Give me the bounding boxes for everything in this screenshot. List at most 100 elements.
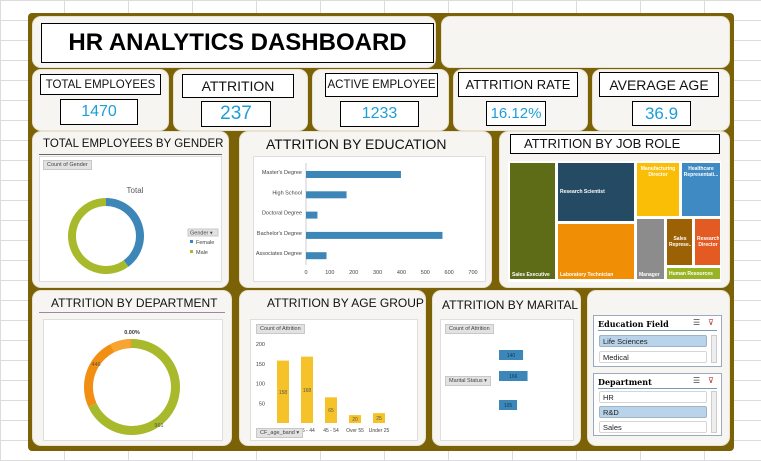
education-bar	[306, 211, 318, 219]
x-tick-label: 45 - 54	[323, 428, 339, 434]
treemap-cell-label: Research Director	[697, 236, 719, 248]
kpi-label: ACTIVE EMPLOYEE	[325, 73, 438, 97]
x-tick-label: 700	[468, 270, 477, 276]
treemap-cell: Sales Executive	[509, 162, 556, 280]
treemap-cell-label: Laboratory Technician	[560, 272, 614, 278]
x-tick-label: Over 55	[346, 428, 364, 434]
treemap-cell: Sales Represe...	[666, 218, 693, 266]
kpi-attrition: ATTRITION 237	[174, 70, 307, 130]
age-bar	[301, 356, 313, 423]
age-bar	[325, 397, 337, 423]
treemap-cell-label: Sales Represe...	[669, 236, 691, 248]
treemap-cell: Laboratory Technician	[557, 223, 635, 280]
age-filter-button[interactable]: CF_age_band ▾	[256, 428, 304, 438]
slicer-item-life-sciences[interactable]: Life Sciences	[599, 335, 707, 347]
chart-field-tag: Count of Attrition	[256, 324, 305, 334]
x-tick-label: 600	[445, 270, 454, 276]
data-label: 65	[328, 408, 334, 414]
kpi-label: TOTAL EMPLOYEES	[40, 74, 161, 95]
data-label: 158	[279, 390, 288, 396]
kpi-value: 16.12%	[486, 101, 546, 126]
treemap-cell-label: Sales Executive	[512, 272, 550, 278]
age-bar	[349, 415, 361, 423]
slicer-title: Education Field	[598, 319, 669, 329]
marital-filter-label: Marital Status	[449, 378, 483, 384]
education-chart-title: ATTRITION BY EDUCATION	[266, 136, 447, 152]
header-panel: HR ANALYTICS DASHBOARD	[33, 17, 435, 67]
multi-select-icon[interactable]: ☰	[693, 318, 701, 327]
age-bar	[373, 413, 385, 423]
data-label: 140	[507, 353, 516, 359]
x-tick-label: 500	[421, 270, 430, 276]
education-panel: ATTRITION BY EDUCATION Master's Degree Hi…	[240, 132, 491, 287]
slicer-item-rd[interactable]: R&D	[599, 406, 707, 418]
y-tick-label: 200	[256, 342, 265, 348]
x-tick-label: Under 25	[369, 428, 390, 434]
marital-bar	[499, 371, 528, 381]
marital-bar-svg: 140 166 105	[499, 350, 528, 410]
department-panel: ATTRITION BY DEPARTMENT 0.00% 961 446	[33, 291, 231, 445]
slicer-item-hr[interactable]: HR	[599, 391, 707, 403]
jobrole-panel: ATTRITION BY JOB ROLE Sales Executive Res…	[500, 132, 729, 287]
header-blank-panel	[442, 17, 729, 67]
clear-filter-icon[interactable]: ⊽	[708, 376, 714, 385]
data-label: 166	[509, 374, 518, 380]
slicer-scrollbar[interactable]	[711, 391, 717, 433]
dropdown-arrow-icon: ▾	[484, 378, 487, 384]
age-chart-area: Count of Attrition 5010015020015825 - 34…	[250, 319, 418, 441]
donut-slice-female	[106, 198, 144, 267]
slicer-divider	[598, 388, 717, 389]
y-tick-label: 150	[256, 362, 265, 368]
kpi-average-age: AVERAGE AGE 36.9	[593, 70, 729, 130]
education-field-slicer: Education Field ☰ ⊽ Life Sciences Medica…	[593, 315, 722, 367]
education-bar	[306, 191, 347, 199]
age-panel: ATTRITION BY AGE GROUP Count of Attritio…	[240, 291, 425, 445]
chart-field-tag: Count of Gender	[43, 160, 92, 170]
age-bar	[277, 360, 289, 423]
y-tick-label: High School	[272, 190, 302, 196]
marital-filter-button[interactable]: Marital Status ▾	[445, 376, 491, 386]
treemap-cell: Manager	[636, 218, 665, 280]
x-tick-label: 400	[397, 270, 406, 276]
y-tick-label: Doctoral Degree	[262, 211, 302, 217]
x-tick-label: 200	[349, 270, 358, 276]
slicer-title: Department	[598, 377, 652, 387]
page-title: HR ANALYTICS DASHBOARD	[41, 23, 434, 63]
multi-select-icon[interactable]: ☰	[693, 376, 701, 385]
legend-swatch	[190, 250, 193, 253]
legend-title: Gender ▾	[190, 231, 213, 237]
kpi-label: ATTRITION RATE	[458, 72, 578, 97]
donut-slice-male	[68, 198, 129, 274]
age-chart-title: ATTRITION BY AGE GROUP	[267, 296, 424, 310]
clear-filter-icon[interactable]: ⊽	[708, 318, 714, 327]
x-tick-label: 35 - 44	[299, 428, 315, 434]
slicer-item-sales[interactable]: Sales	[599, 421, 707, 433]
y-tick-label: 50	[259, 401, 265, 407]
treemap-cell-label: Healthcare Representati...	[683, 166, 719, 178]
education-bar-svg: Master's Degree High School Doctoral Degre…	[256, 163, 478, 276]
kpi-label: ATTRITION	[182, 74, 294, 98]
data-label: 168	[303, 388, 312, 394]
marital-chart-title: ATTRITION BY MARITAL	[442, 298, 579, 312]
legend-label: Female	[196, 240, 214, 246]
data-label: 20	[352, 417, 358, 423]
department-slicer: Department ☰ ⊽ HR R&D Sales	[593, 373, 722, 436]
treemap-cell: Manufacturing Director	[636, 162, 680, 217]
x-tick-label: 0	[304, 270, 307, 276]
slicer-item-medical[interactable]: Medical	[599, 351, 707, 363]
slicer-divider	[598, 330, 717, 331]
chart-field-tag: Count of Attrition	[445, 324, 494, 334]
department-slice	[84, 339, 132, 407]
data-label: 0.00%	[124, 330, 140, 336]
jobrole-treemap: Sales Executive Research Scientist Laborat…	[508, 161, 721, 282]
department-chart-area: 0.00% 961 446	[43, 319, 223, 441]
data-label: 961	[154, 423, 163, 429]
donut-center-label: Total	[127, 186, 144, 195]
age-filter-label: CF_age_band	[260, 430, 295, 436]
department-chart-title: ATTRITION BY DEPARTMENT	[51, 296, 218, 310]
treemap-cell: Healthcare Representati...	[681, 162, 721, 217]
gender-chart-area: Count of Gender Total Gender ▾ Female Male	[39, 156, 222, 282]
slicer-scrollbar[interactable]	[711, 335, 717, 363]
y-tick-label: Master's Degree	[262, 170, 302, 176]
